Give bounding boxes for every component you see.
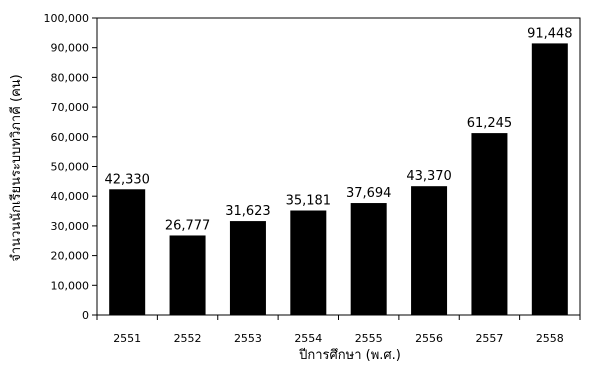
y-tick-label: 90,000 xyxy=(51,42,90,55)
y-axis-title: จำนวนนักเรียนระบบทวิภาคี (คน) xyxy=(8,74,24,261)
bar xyxy=(531,43,568,315)
bar xyxy=(169,235,206,315)
data-label: 43,370 xyxy=(406,169,452,184)
data-label: 91,448 xyxy=(527,26,573,41)
x-tick-label: 2551 xyxy=(113,332,141,345)
y-axis-ticks: 0 10,000 20,000 30,000 40,000 50,000 60,000 70,… xyxy=(44,12,97,322)
bar xyxy=(109,189,146,315)
data-label: 61,245 xyxy=(467,116,513,131)
plot-border xyxy=(96,17,581,316)
bar xyxy=(411,186,448,315)
bar xyxy=(229,221,266,315)
y-tick-label: 60,000 xyxy=(51,131,90,144)
plot-frame xyxy=(96,17,581,316)
y-tick-label: 80,000 xyxy=(51,71,90,84)
bar xyxy=(471,133,508,315)
data-label: 42,330 xyxy=(104,172,150,187)
x-tick-label: 2552 xyxy=(174,332,202,345)
bars xyxy=(109,43,568,315)
data-label: 35,181 xyxy=(286,194,332,209)
y-tick-label: 0 xyxy=(82,309,89,322)
x-tick-label: 2558 xyxy=(536,332,564,345)
x-tick-label: 2553 xyxy=(234,332,262,345)
data-labels: 42,330 26,777 31,623 35,181 37,694 43,370 61,2… xyxy=(104,26,572,233)
y-tick-label: 100,000 xyxy=(44,12,90,25)
x-axis-ticks: 2551 2552 2553 2554 2555 2556 2557 2558 xyxy=(96,315,581,345)
x-tick-label: 2556 xyxy=(415,332,443,345)
y-tick-label: 30,000 xyxy=(51,220,90,233)
data-label: 31,623 xyxy=(225,204,271,219)
x-tick-label: 2554 xyxy=(294,332,322,345)
data-label: 26,777 xyxy=(165,218,211,233)
data-label: 37,694 xyxy=(346,186,392,201)
x-axis-title: ปีการศึกษา (พ.ศ.) xyxy=(298,347,401,363)
y-tick-label: 20,000 xyxy=(51,250,90,263)
y-tick-label: 70,000 xyxy=(51,101,90,114)
y-tick-label: 50,000 xyxy=(51,161,90,174)
x-tick-label: 2557 xyxy=(475,332,503,345)
y-tick-label: 40,000 xyxy=(51,190,90,203)
bar xyxy=(290,210,327,315)
x-tick-label: 2555 xyxy=(355,332,383,345)
bar xyxy=(350,203,387,315)
y-tick-label: 10,000 xyxy=(51,279,90,292)
